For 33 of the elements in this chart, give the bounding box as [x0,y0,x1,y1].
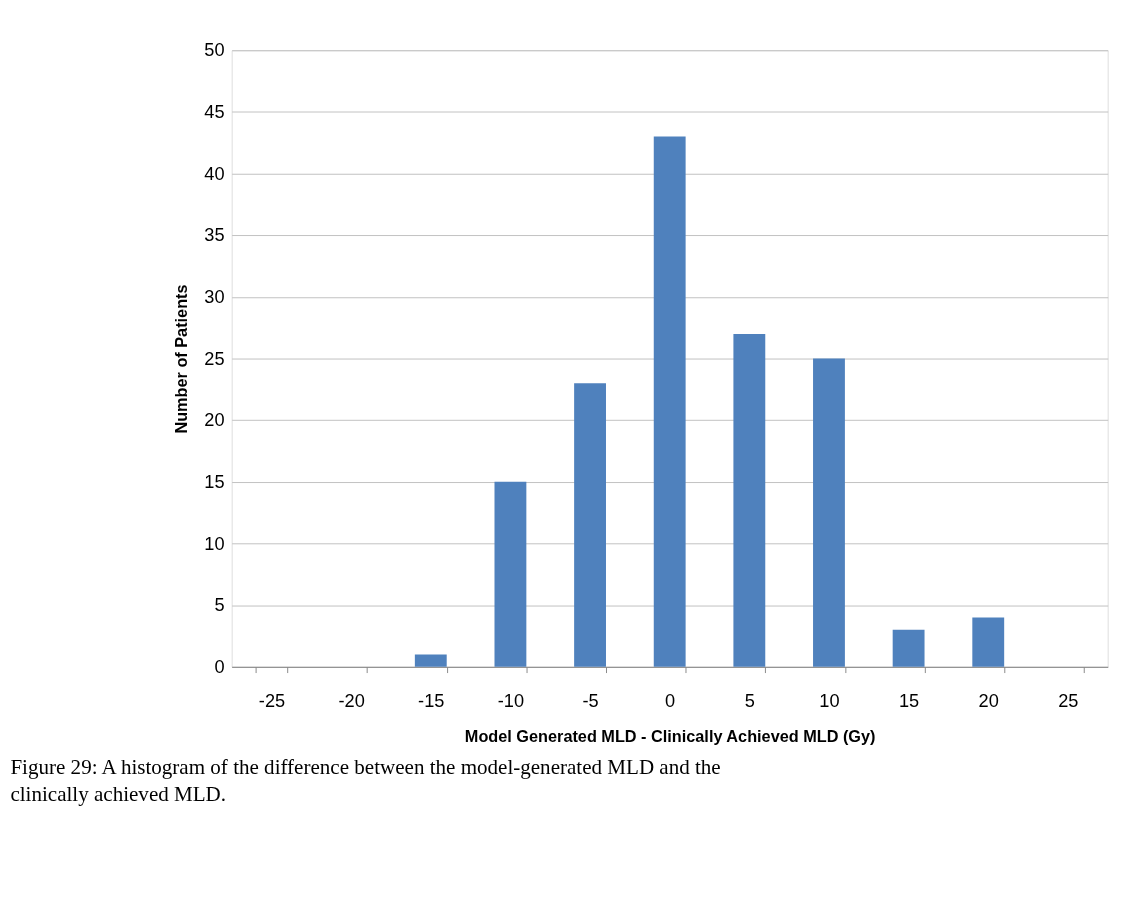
bar [574,383,606,667]
y-tick-label: 25 [204,348,225,369]
y-axis-title: Number of Patients [172,284,191,434]
x-tick-label: -10 [497,690,525,711]
bar [653,136,686,667]
y-tick-label: 30 [204,287,225,308]
y-tick-label: 20 [204,410,225,431]
x-tick-label: 5 [744,690,755,711]
y-tick-label: 10 [204,533,225,554]
x-tick-label: -20 [338,690,365,711]
bar [813,358,845,667]
y-tick-label: 40 [204,163,225,184]
bar [733,333,766,667]
bar [972,617,1005,667]
x-tick-label: -15 [418,690,445,711]
x-tick-label: 15 [898,690,920,711]
x-axis-title: Model Generated MLD - Clinically Achieved MLD (Gy) [464,726,876,745]
y-tick-label: 35 [204,225,225,246]
y-tick-label: 5 [214,595,225,616]
caption: Figure 29: A histogram of the difference between the model-generated MLD and the clinically achieved MLD. [10,755,721,806]
x-tick-label: -5 [582,690,599,711]
y-tick-label: 15 [204,472,225,493]
x-tick-label: 10 [819,690,840,711]
y-tick-label: 0 [214,657,225,678]
bar [414,654,447,667]
bar [892,629,925,667]
x-tick-label: 25 [1058,690,1079,711]
x-tick-label: -25 [258,690,286,711]
y-tick-label: 45 [204,102,225,123]
bar [494,481,527,667]
x-tick-label: 0 [665,690,676,711]
y-tick-label: 50 [204,40,225,61]
x-tick-label: 20 [978,690,999,711]
